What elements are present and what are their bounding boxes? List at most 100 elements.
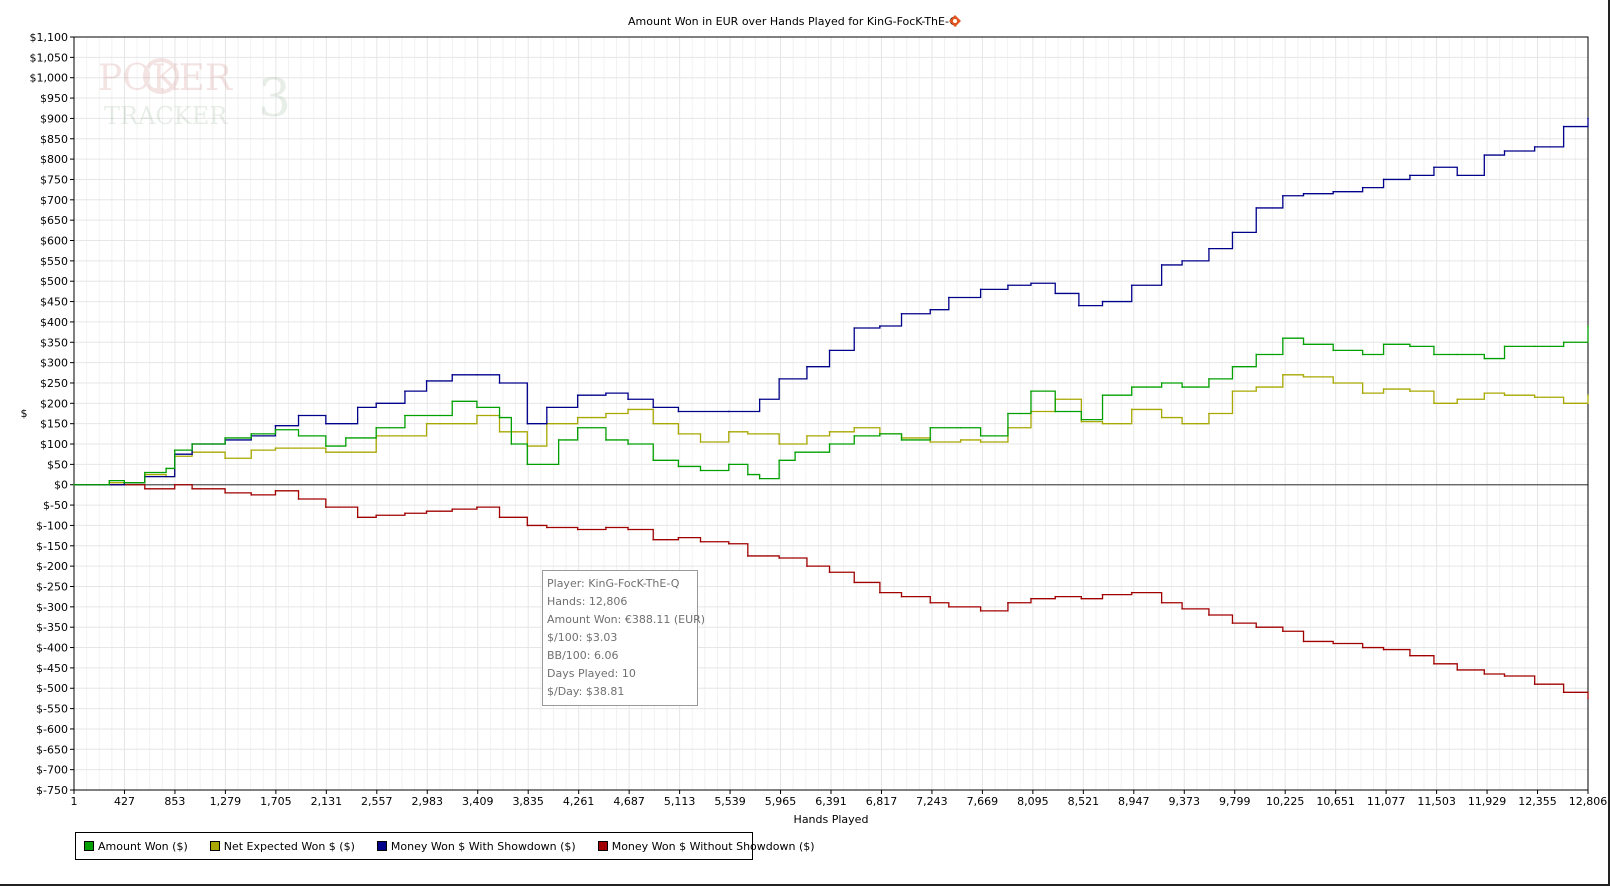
net-expected-won-point: [498, 431, 501, 433]
legend-label: Money Won $ With Showdown ($): [390, 839, 576, 853]
money-won-with-showdown-point: [1208, 247, 1210, 250]
x-tick-label: 6,391: [815, 795, 847, 808]
svg-text:POKER: POKER: [98, 58, 233, 99]
money-won-with-showdown-point: [1587, 117, 1589, 120]
x-tick-label: 10,651: [1316, 795, 1355, 808]
money-won-without-showdown-point: [979, 610, 982, 612]
money-won-without-showdown-point: [778, 557, 780, 559]
net-expected-won-point: [1302, 376, 1305, 378]
net-expected-won-point: [1382, 388, 1385, 390]
amount-won-point: [1409, 345, 1411, 348]
y-tick-label: $150: [40, 418, 68, 431]
money-won-without-showdown-point: [173, 483, 176, 486]
money-won-without-showdown-point: [853, 581, 856, 584]
amount-won-point: [605, 439, 607, 441]
net-expected-won-point: [576, 416, 579, 419]
money-won-with-showdown-point: [900, 312, 903, 315]
money-won-with-showdown-point: [1078, 304, 1080, 307]
money-won-with-showdown-point: [1483, 154, 1486, 156]
x-tick-label: 7,669: [967, 795, 999, 808]
x-tick-label: 5,965: [765, 795, 797, 808]
money-won-without-showdown-point: [1562, 691, 1565, 694]
money-won-without-showdown-point: [699, 540, 702, 543]
money-won-with-showdown-point: [929, 308, 932, 311]
amount-won-point: [1160, 382, 1163, 384]
money-won-without-showdown-point: [1503, 675, 1506, 677]
tooltip-days-played: Days Played: 10: [547, 667, 636, 680]
money-won-with-showdown-point: [375, 402, 378, 405]
y-tick-label: $-250: [36, 580, 68, 593]
x-tick-label: 11,503: [1417, 795, 1456, 808]
money-won-without-showdown-point: [546, 526, 548, 529]
money-won-without-showdown-point: [1231, 622, 1234, 624]
amount-won-point: [144, 471, 146, 474]
net-expected-won-point: [605, 412, 607, 415]
svg-text:TRACKER: TRACKER: [104, 102, 228, 130]
net-expected-won-point: [325, 451, 327, 453]
money-won-with-showdown-point: [1181, 260, 1183, 262]
amount-won-point: [758, 477, 761, 480]
money-won-without-showdown-point: [1007, 601, 1009, 604]
money-won-without-showdown-point: [828, 571, 831, 574]
y-tick-label: $650: [40, 214, 68, 227]
net-expected-won-point: [1409, 390, 1411, 392]
amount-won-point: [1255, 353, 1258, 356]
money-won-without-showdown-point: [1255, 626, 1258, 628]
net-expected-won-point: [1208, 412, 1210, 415]
amount-won-point: [1587, 325, 1589, 327]
net-expected-won-point: [1130, 408, 1133, 411]
money-won-with-showdown-point: [1282, 194, 1284, 197]
amount-won-point: [191, 443, 193, 445]
amount-won-point: [108, 479, 111, 482]
amount-won-point: [165, 467, 167, 470]
amount-won-point: [794, 451, 796, 453]
x-tick-label: 9,373: [1169, 795, 1201, 808]
x-tick-label: 10,225: [1266, 795, 1305, 808]
x-tick-label: 7,243: [916, 795, 948, 808]
legend-item-money-won-without-showdown: Money Won $ Without Showdown ($): [597, 840, 815, 853]
money-won-without-showdown-line: [74, 484, 1589, 699]
amount-won-point: [297, 435, 300, 437]
tooltip-per-day: $/Day: $38.81: [547, 685, 625, 698]
money-won-with-showdown-point: [325, 422, 327, 425]
money-won-without-showdown-point: [274, 490, 277, 492]
amount-won-point: [123, 481, 126, 484]
money-won-without-showdown-point: [451, 508, 454, 510]
money-won-without-showdown-point: [652, 538, 655, 541]
amount-won-point: [1433, 353, 1435, 356]
y-tick-label: $750: [40, 173, 68, 186]
money-won-without-showdown-point: [1533, 683, 1536, 685]
amount-won-point: [1080, 418, 1083, 421]
net-expected-won-point: [250, 449, 253, 451]
money-won-with-showdown-point: [677, 410, 680, 413]
net-expected-won-point: [1503, 394, 1506, 396]
money-won-with-showdown-point: [274, 424, 277, 427]
money-won-without-showdown-point: [879, 591, 881, 594]
money-won-without-showdown-point: [727, 542, 730, 545]
money-won-without-showdown-point: [1433, 663, 1435, 665]
y-tick-label: $1,000: [30, 72, 69, 85]
money-won-with-showdown-point: [1533, 146, 1536, 148]
net-expected-won-point: [727, 431, 730, 433]
y-tick-label: $200: [40, 397, 68, 410]
amount-won-point: [747, 473, 749, 476]
money-won-without-showdown-point: [1080, 597, 1083, 600]
net-expected-won-point: [476, 414, 478, 417]
net-expected-won-point: [1562, 402, 1565, 405]
money-won-without-showdown-point: [1160, 601, 1163, 604]
y-tick-label: $550: [40, 255, 68, 268]
money-won-without-showdown-point: [677, 536, 680, 539]
legend-swatch: [597, 841, 608, 851]
amount-won-point: [476, 406, 478, 409]
net-expected-won-point: [1160, 416, 1163, 419]
money-won-without-showdown-point: [498, 516, 501, 519]
amount-won-point: [576, 426, 579, 429]
x-tick-label: 853: [164, 795, 185, 808]
money-won-without-showdown-point: [1030, 597, 1032, 600]
y-tick-label: $850: [40, 133, 68, 146]
amount-won-point: [979, 435, 982, 437]
amount-won-point: [1562, 341, 1565, 344]
money-won-with-showdown-point: [1231, 231, 1234, 234]
amount-won-point: [1007, 412, 1009, 415]
